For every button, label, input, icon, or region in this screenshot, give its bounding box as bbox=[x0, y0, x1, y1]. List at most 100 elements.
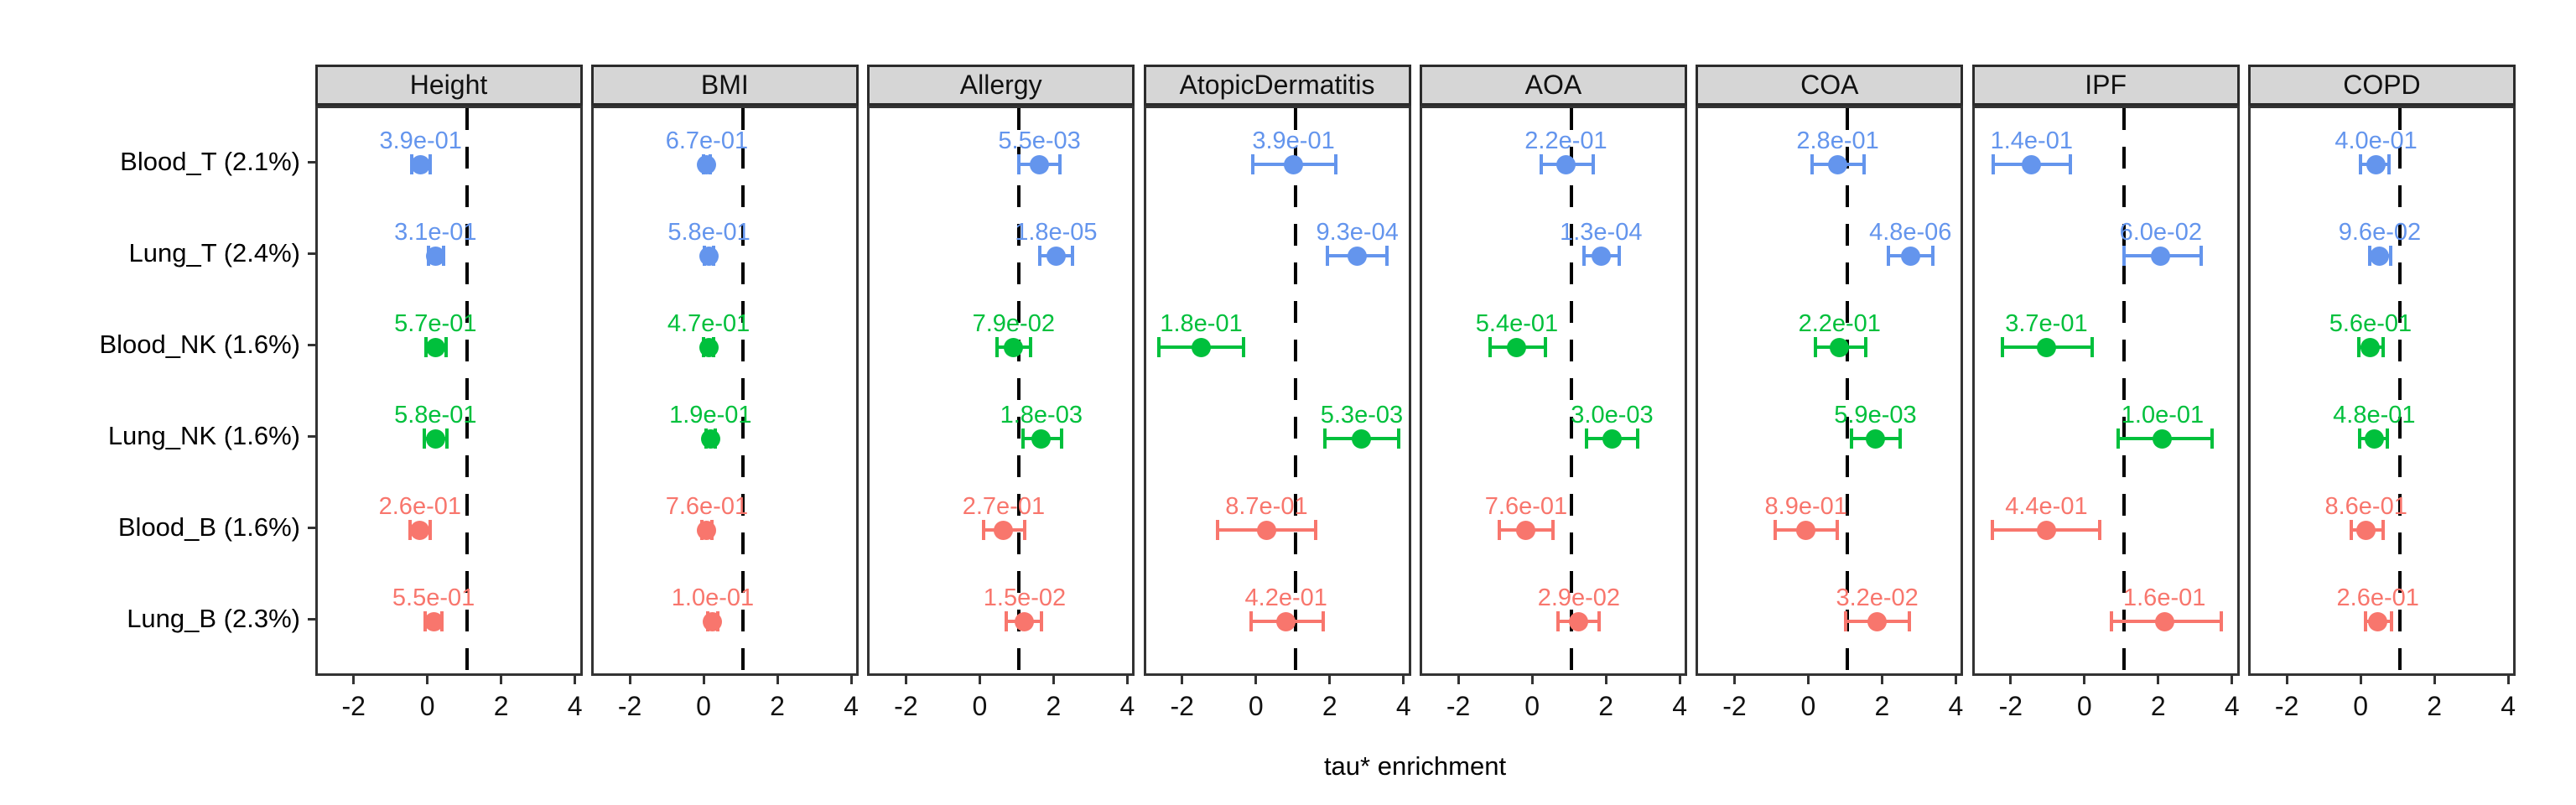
error-bar-cap-high bbox=[2199, 246, 2204, 266]
pvalue-label: 7.6e-01 bbox=[1484, 493, 1568, 520]
error-bar-cap-high bbox=[1384, 246, 1389, 266]
facet-panel-aoa: 2.2e-01 1.3e-04 5.4e-01 3.0e-03 7.6e-01 2.9e-… bbox=[1419, 106, 1687, 676]
pvalue-label: 2.2e-01 bbox=[1524, 127, 1607, 154]
estimate-point bbox=[1192, 337, 1212, 357]
pvalue-label: 1.8e-05 bbox=[1015, 219, 1098, 246]
reference-line bbox=[741, 108, 745, 673]
estimate-point bbox=[423, 611, 444, 631]
x-axis-tick-label: 0 bbox=[419, 691, 435, 721]
error-bar-cap-low bbox=[2359, 154, 2363, 174]
y-axis-tick bbox=[307, 160, 315, 164]
x-axis-tick-label: 4 bbox=[2501, 691, 2516, 721]
pvalue-label: 2.8e-01 bbox=[1796, 127, 1879, 154]
error-bar-cap-low bbox=[2122, 246, 2126, 266]
x-axis-tick bbox=[1880, 676, 1883, 684]
x-axis-tick bbox=[776, 676, 779, 684]
estimate-point bbox=[1004, 337, 1024, 357]
error-bar-cap-high bbox=[1057, 154, 1062, 174]
estimate-point bbox=[410, 520, 430, 540]
estimate-point bbox=[1348, 246, 1368, 266]
estimate-point bbox=[425, 246, 445, 266]
estimate-point bbox=[703, 611, 723, 631]
x-axis-tick-label: 2 bbox=[2427, 691, 2443, 721]
pvalue-label: 5.8e-01 bbox=[667, 219, 750, 246]
x-axis-tick bbox=[1678, 676, 1681, 684]
pvalue-label: 4.4e-01 bbox=[2005, 493, 2088, 520]
y-axis-label: Blood_B (1.6%) bbox=[117, 512, 300, 542]
error-bar-cap-high bbox=[1544, 337, 1548, 357]
x-axis-tick bbox=[1402, 676, 1405, 684]
error-bar-cap-low bbox=[1582, 246, 1587, 266]
pvalue-label: 3.9e-01 bbox=[1252, 127, 1335, 154]
pvalue-label: 8.6e-01 bbox=[2324, 493, 2407, 520]
estimate-point bbox=[2370, 246, 2390, 266]
error-bar-cap-high bbox=[2090, 337, 2094, 357]
reference-line bbox=[1017, 108, 1021, 673]
x-axis-title: tau* enrichment bbox=[1323, 751, 1507, 781]
x-axis-tick-label: 0 bbox=[1800, 691, 1816, 721]
error-bar-cap-high bbox=[1242, 337, 1246, 357]
x-axis-tick-label: -2 bbox=[1998, 691, 2023, 721]
error-bar-cap-high bbox=[2390, 611, 2394, 631]
x-axis-tick-label: 2 bbox=[493, 691, 509, 721]
error-bar-cap-high bbox=[428, 520, 432, 540]
pvalue-label: 2.2e-01 bbox=[1798, 310, 1881, 337]
error-bar-cap-low bbox=[1249, 611, 1253, 631]
estimate-point bbox=[425, 428, 445, 449]
error-bar-cap-low bbox=[1539, 154, 1543, 174]
error-bar-cap-high bbox=[1551, 520, 1555, 540]
error-bar-cap-low bbox=[1813, 337, 1817, 357]
pvalue-label: 5.5e-03 bbox=[998, 127, 1081, 154]
error-bar-cap-low bbox=[2364, 611, 2368, 631]
y-axis-tick bbox=[307, 434, 315, 438]
facet-strip-label: IPF bbox=[2085, 70, 2127, 100]
estimate-point bbox=[699, 246, 719, 266]
pvalue-label: 6.7e-01 bbox=[665, 127, 749, 154]
estimate-point bbox=[697, 154, 717, 174]
error-bar-cap-low bbox=[1326, 246, 1330, 266]
error-bar-cap-low bbox=[2350, 520, 2354, 540]
estimate-point bbox=[1030, 154, 1050, 174]
facet-strip-label: COA bbox=[1800, 70, 1859, 100]
pvalue-label: 5.7e-01 bbox=[394, 310, 477, 337]
error-bar-cap-high bbox=[1636, 428, 1640, 449]
x-axis-tick-label: 2 bbox=[1046, 691, 1062, 721]
estimate-point bbox=[1352, 428, 1372, 449]
pvalue-label: 9.6e-02 bbox=[2338, 219, 2422, 246]
estimate-point bbox=[2360, 337, 2381, 357]
estimate-point bbox=[1046, 246, 1066, 266]
error-bar-cap-high bbox=[1862, 154, 1867, 174]
x-axis-tick-label: 2 bbox=[1598, 691, 1613, 721]
error-bar-cap-low bbox=[1773, 520, 1777, 540]
x-axis-tick bbox=[500, 676, 503, 684]
x-axis-tick-label: 4 bbox=[1672, 691, 1687, 721]
facet-strip-ipf: IPF bbox=[1971, 65, 2240, 106]
x-axis-tick bbox=[2506, 676, 2510, 684]
error-bar-cap-high bbox=[1028, 337, 1032, 357]
error-bar-cap-low bbox=[1156, 337, 1161, 357]
error-bar-cap-low bbox=[1991, 154, 1995, 174]
x-axis-tick-label: 4 bbox=[1119, 691, 1135, 721]
pvalue-label: 4.8e-06 bbox=[1869, 219, 1952, 246]
error-bar-cap-high bbox=[1313, 520, 1317, 540]
x-axis-tick-label: 0 bbox=[696, 691, 711, 721]
x-axis-tick-label: 0 bbox=[2076, 691, 2092, 721]
pvalue-label: 3.7e-01 bbox=[2005, 310, 2088, 337]
x-axis-tick bbox=[1530, 676, 1534, 684]
error-bar-cap-high bbox=[1022, 520, 1026, 540]
estimate-point bbox=[2022, 154, 2042, 174]
pvalue-label: 1.0e-01 bbox=[2121, 402, 2205, 428]
x-axis-tick bbox=[2083, 676, 2086, 684]
x-axis-tick bbox=[1254, 676, 1258, 684]
x-axis-tick-label: 0 bbox=[2353, 691, 2369, 721]
pvalue-label: 8.7e-01 bbox=[1225, 493, 1308, 520]
x-axis-tick bbox=[574, 676, 577, 684]
error-bar-cap-low bbox=[1322, 428, 1327, 449]
x-axis-tick bbox=[849, 676, 853, 684]
estimate-point bbox=[1569, 611, 1589, 631]
estimate-point bbox=[2364, 428, 2384, 449]
error-bar-cap-high bbox=[444, 428, 449, 449]
error-bar-cap-high bbox=[1618, 246, 1622, 266]
x-axis-tick-label: 4 bbox=[844, 691, 859, 721]
